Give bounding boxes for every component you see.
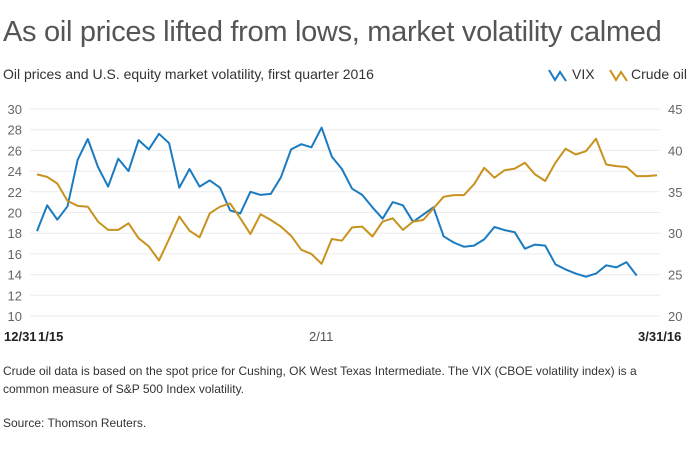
left-y-tick-label: 22 — [8, 185, 22, 200]
right-y-tick-label: 20 — [668, 309, 682, 324]
x-tick-label-2-11: 2/11 — [309, 329, 333, 344]
vix-series-line — [36, 126, 638, 278]
x-tick-label-12-31: 12/31 — [4, 329, 37, 344]
left-y-tick-label: 26 — [8, 143, 22, 158]
right-y-tick-label: 25 — [668, 268, 682, 283]
chart-subtitle: Oil prices and U.S. equity market volati… — [3, 66, 374, 82]
crude-line-icon — [609, 69, 628, 82]
left-y-tick-label: 24 — [8, 164, 22, 179]
footnote: Crude oil data is based on the spot pric… — [3, 364, 637, 396]
source-note: Source: Thomson Reuters. — [3, 416, 147, 430]
left-y-tick-label: 14 — [8, 268, 22, 283]
left-y-tick-label: 28 — [8, 123, 22, 138]
left-y-tick-label: 16 — [8, 247, 22, 262]
left-y-tick-label: 18 — [8, 226, 22, 241]
legend-vix: VIX — [548, 66, 595, 82]
right-y-tick-label: 45 — [668, 102, 682, 117]
left-y-tick-label: 10 — [8, 309, 22, 324]
legend-vix-label: VIX — [572, 66, 595, 82]
legend-crude: Crude oil — [609, 66, 687, 82]
legend-crude-label: Crude oil — [631, 66, 688, 82]
left-y-tick-label: 12 — [8, 288, 22, 303]
line-chart: 10 12 14 16 18 20 22 24 26 28 30 20 25 30 35 40 45 12/3… — [4, 102, 682, 346]
right-y-tick-label: 40 — [668, 143, 682, 158]
x-tick-label-1-15: 1/15 — [38, 329, 63, 344]
chart-title: As oil prices lifted from lows, market v… — [3, 16, 662, 48]
right-y-tick-label: 35 — [668, 185, 682, 200]
left-y-tick-label: 20 — [8, 206, 22, 221]
x-tick-label-3-31-16: 3/31/16 — [638, 329, 681, 344]
crude-oil-series-line — [36, 137, 658, 265]
left-y-tick-label: 30 — [8, 102, 22, 117]
right-y-tick-label: 30 — [668, 226, 682, 241]
vix-line-icon — [548, 69, 567, 82]
